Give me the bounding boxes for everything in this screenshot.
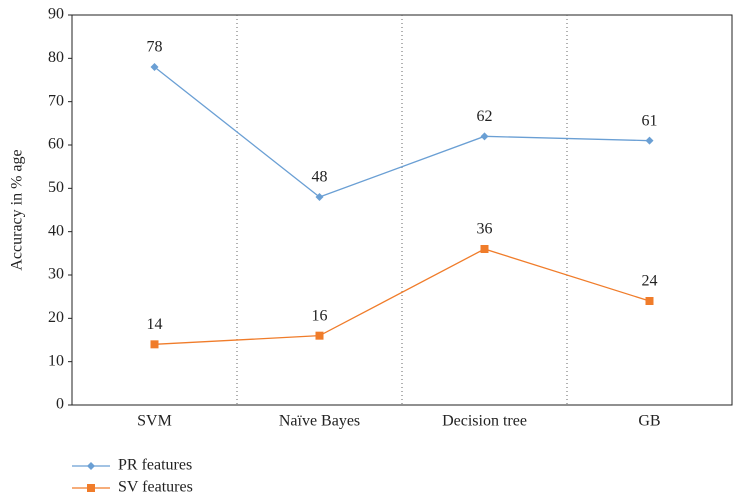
data-point (480, 132, 489, 141)
x-tick-label: Decision tree (442, 413, 527, 430)
y-tick-label: 20 (48, 309, 64, 326)
data-point (645, 136, 654, 145)
data-label: 78 (147, 39, 163, 56)
x-tick-label: Naïve Bayes (279, 413, 360, 430)
y-tick-label: 90 (48, 6, 64, 23)
series-line (154, 248, 650, 345)
y-tick-label: 50 (48, 179, 64, 196)
legend-label: PR features (118, 457, 192, 474)
data-label: 61 (642, 112, 658, 129)
y-tick-label: 10 (48, 352, 64, 369)
data-point (645, 297, 654, 305)
legend-label: SV features (118, 479, 193, 496)
data-point (315, 193, 324, 201)
y-tick-label: 30 (48, 266, 64, 283)
x-tick-label: GB (638, 413, 660, 430)
x-tick-label: SVM (137, 413, 172, 430)
data-label: 62 (477, 108, 493, 125)
data-point (480, 245, 489, 253)
y-tick-label: 60 (48, 136, 64, 153)
data-point (150, 340, 159, 349)
plot-frame (71, 14, 733, 406)
y-tick-label: 80 (48, 49, 64, 66)
data-label: 16 (312, 307, 328, 324)
data-point (315, 331, 324, 340)
data-label: 36 (477, 221, 493, 238)
series-line (154, 66, 650, 198)
y-axis-label: Accuracy in % age (9, 149, 26, 270)
data-point (150, 63, 159, 71)
y-tick-label: 70 (48, 92, 64, 109)
legend-marker (87, 484, 95, 492)
y-tick-label: 0 (56, 396, 64, 413)
data-label: 24 (642, 273, 658, 290)
data-label: 14 (147, 316, 163, 333)
data-label: 48 (312, 169, 328, 186)
y-tick-label: 40 (48, 222, 64, 239)
legend-marker (87, 462, 95, 470)
